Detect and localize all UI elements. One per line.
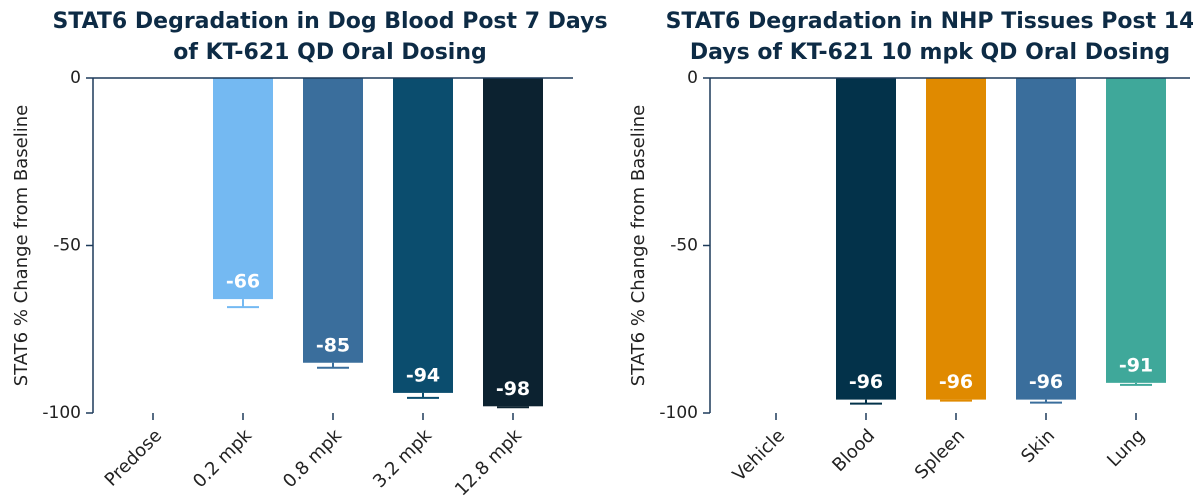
bar — [926, 78, 986, 400]
x-tick-label: Lung — [1103, 425, 1149, 471]
bar — [483, 78, 543, 407]
error-bar — [1030, 399, 1062, 404]
y-tick-label: -50 — [53, 236, 81, 256]
error-bar — [940, 399, 972, 402]
x-tick-label: Vehicle — [729, 425, 789, 485]
error-bar — [317, 362, 349, 369]
x-tick-label: Predose — [101, 425, 166, 490]
chart-title: STAT6 Degradation in NHP Tissues Post 14… — [665, 9, 1193, 65]
data-label: -94 — [406, 364, 440, 386]
x-tick-label: Blood — [828, 425, 879, 476]
error-bar — [1120, 382, 1152, 386]
bar — [1106, 78, 1166, 383]
y-tick-label: 0 — [70, 68, 81, 88]
y-tick-label: -100 — [42, 403, 81, 423]
x-tick-label: 12.8 mpk — [451, 425, 526, 500]
data-label: -98 — [496, 378, 530, 400]
y-tick-label: -100 — [659, 403, 698, 423]
x-tick-label: Skin — [1017, 425, 1059, 467]
y-tick-label: 0 — [687, 68, 698, 88]
data-label: -91 — [1119, 354, 1153, 376]
error-bar — [850, 399, 882, 405]
data-label: -66 — [226, 271, 260, 293]
data-label: -85 — [316, 334, 350, 356]
chart-title: STAT6 Degradation in Dog Blood Post 7 Da… — [52, 9, 608, 65]
x-tick-label: 0.2 mpk — [189, 425, 256, 492]
error-bar — [227, 299, 259, 309]
y-tick-label: -50 — [670, 236, 698, 256]
x-tick-label: 3.2 mpk — [369, 425, 436, 492]
bar — [393, 78, 453, 393]
data-label: -96 — [939, 371, 973, 393]
error-bar — [497, 406, 529, 409]
bar — [303, 78, 363, 363]
x-tick-label: Spleen — [911, 425, 969, 483]
data-label: -96 — [1029, 371, 1063, 393]
x-tick-label: 0.8 mpk — [279, 425, 346, 492]
error-bar — [407, 392, 439, 399]
data-label: -96 — [849, 371, 883, 393]
bar — [836, 78, 896, 400]
y-axis-label: STAT6 % Change from Baseline — [11, 105, 32, 387]
y-axis-label: STAT6 % Change from Baseline — [628, 105, 649, 387]
bar — [1016, 78, 1076, 400]
bar — [213, 78, 273, 300]
